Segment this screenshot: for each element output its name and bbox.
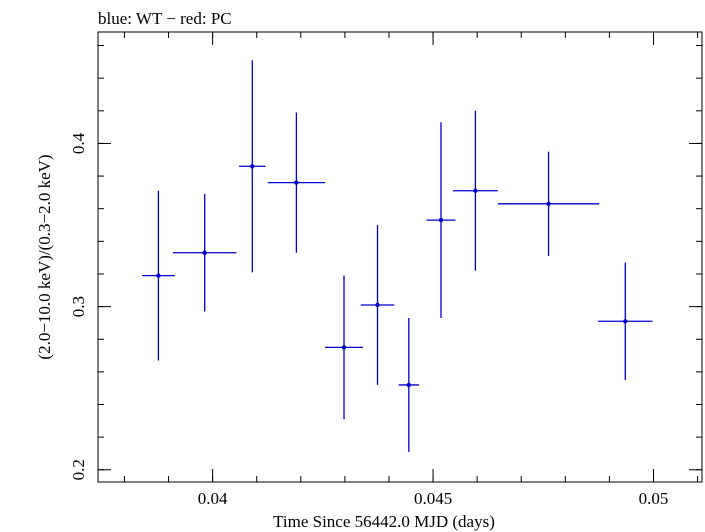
x-axis-tick-labels: 0.04 0.045 0.05: [198, 489, 669, 508]
data-marker: [341, 345, 347, 350]
y-axis-tick-labels: 0.2 0.3 0.4: [69, 132, 88, 480]
data-marker: [473, 188, 478, 193]
x-axis-label: Time Since 56442.0 MJD (days): [273, 512, 495, 531]
data-point: [142, 190, 175, 361]
y-tick-label: 0.3: [69, 296, 88, 317]
data-marker: [546, 201, 551, 207]
plot-frame: [97, 31, 703, 483]
data-marker: [438, 217, 444, 223]
data-marker: [623, 319, 628, 324]
data-marker: [250, 164, 255, 169]
x-tick-label: 0.05: [639, 489, 669, 508]
x-axis-ticks: [123, 32, 699, 482]
y-tick-label: 0.4: [69, 132, 88, 154]
x-tick-label: 0.04: [198, 489, 228, 508]
data-point: [267, 112, 326, 253]
data-point: [497, 151, 600, 257]
data-marker: [202, 250, 207, 255]
y-axis-ticks: [98, 45, 702, 471]
data-point: [597, 262, 653, 381]
data-marker: [294, 180, 299, 185]
data-point: [239, 60, 266, 273]
y-axis-label: (2.0−10.0 keV)/(0.3−2.0 keV): [35, 154, 54, 359]
data-point: [172, 194, 237, 312]
data-series: [142, 60, 653, 452]
data-point: [360, 225, 395, 385]
data-point: [325, 275, 363, 420]
data-marker: [156, 273, 161, 278]
chart-title: blue: WT − red: PC: [98, 9, 232, 28]
data-point: [398, 318, 419, 452]
x-tick-label: 0.045: [414, 489, 452, 508]
data-marker: [406, 382, 412, 388]
data-point: [426, 122, 456, 319]
data-marker: [375, 302, 380, 308]
data-point: [452, 110, 498, 271]
y-tick-label: 0.2: [69, 459, 88, 480]
